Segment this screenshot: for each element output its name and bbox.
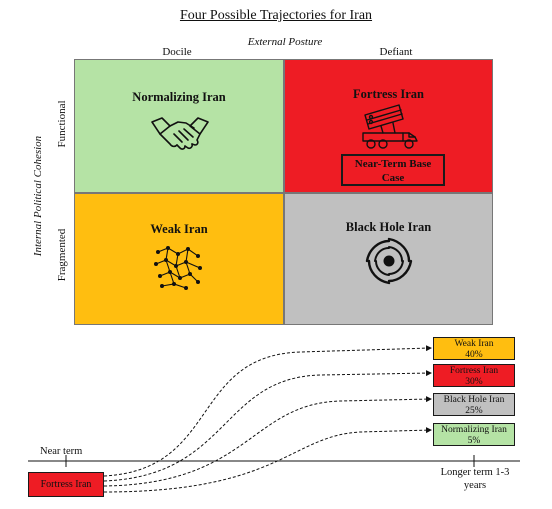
outcome-probability: 5% (467, 435, 481, 446)
outcome-name: Weak Iran (454, 339, 494, 349)
outcome-fortress-iran: Fortress Iran 30% (433, 364, 515, 387)
scattered-network-icon (154, 246, 202, 290)
quadrant-title: Normalizing Iran (132, 90, 226, 104)
quadrant-title: Fortress Iran (353, 87, 424, 101)
quadrant-normalizing-iran: Normalizing Iran (74, 59, 284, 193)
outcome-name: Normalizing Iran (441, 425, 507, 435)
missile-launcher-icon (362, 104, 418, 149)
quadrant-weak-iran: Weak Iran (74, 193, 284, 325)
outcome-probability: 25% (465, 405, 483, 416)
x-axis-title: External Posture (247, 36, 323, 48)
timeline-end-label: Longer term 1-3 years (440, 467, 510, 491)
trajectory-to-normalizing-iran (103, 427, 432, 493)
outcome-normalizing-iran: Normalizing Iran 5% (433, 423, 515, 446)
outcome-name: Black Hole Iran (443, 395, 505, 405)
trajectory-to-weak-iran (103, 345, 432, 477)
near-term-base-case-badge: Near-Term Base Case (341, 154, 445, 186)
page-title: Four Possible Trajectories for Iran (179, 8, 373, 23)
quadrant-black-hole-iran: Black Hole Iran (284, 193, 493, 325)
outcome-probability: 40% (465, 349, 483, 360)
trajectory-to-black-hole-iran (103, 396, 432, 487)
quadrant-title: Black Hole Iran (345, 220, 432, 234)
timeline-start-label: Near term (40, 446, 83, 457)
quadrant-title: Weak Iran (150, 222, 208, 236)
quadrant-fortress-iran: Fortress Iran Near-Term Base Case (284, 59, 493, 193)
outcome-probability: 30% (465, 376, 483, 387)
vortex-icon (365, 237, 413, 285)
x-axis-right-label: Defiant (379, 46, 413, 58)
timeline-start-state: Fortress Iran (28, 472, 104, 497)
outcome-name: Fortress Iran (449, 366, 499, 376)
x-axis-left-label: Docile (162, 46, 192, 58)
trajectory-to-fortress-iran (103, 370, 432, 482)
outcome-black-hole-iran: Black Hole Iran 25% (433, 393, 515, 416)
handshake-icon (151, 117, 209, 150)
outcome-weak-iran: Weak Iran 40% (433, 337, 515, 360)
